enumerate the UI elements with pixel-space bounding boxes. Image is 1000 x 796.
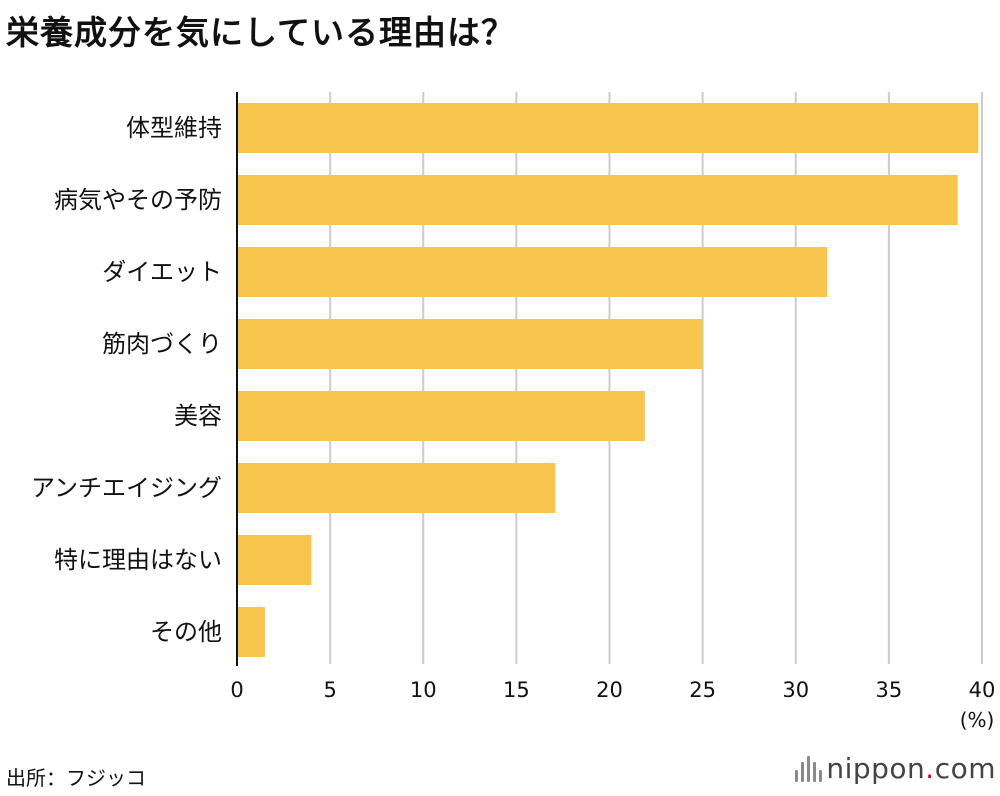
source-note: 出所：フジッコ xyxy=(6,766,146,790)
x-tick-label: 15 xyxy=(503,678,530,702)
bar xyxy=(237,607,265,657)
x-tick-label: 30 xyxy=(782,678,809,702)
category-label: 病気やその予防 xyxy=(54,186,222,214)
x-tick-label: 20 xyxy=(596,678,623,702)
bars xyxy=(237,103,979,657)
bar xyxy=(237,103,979,153)
category-labels: 体型維持病気やその予防ダイエット筋肉づくり美容アンチエイジング特に理由はないその… xyxy=(31,114,222,646)
x-axis-unit-label: (%) xyxy=(960,708,995,732)
category-label: アンチエイジング xyxy=(31,474,222,502)
logo-mark-icon xyxy=(795,755,823,782)
logo-prefix: nippon xyxy=(826,752,926,785)
category-label: 特に理由はない xyxy=(54,546,222,574)
category-label: 体型維持 xyxy=(126,114,222,142)
tick-labels: 0 5 10 15 20 25 30 35 40 xyxy=(230,678,995,702)
chart-title: 栄養成分を気にしている理由は？ xyxy=(6,13,516,52)
x-tick-label: 40 xyxy=(969,678,996,702)
bar xyxy=(237,391,645,441)
x-tick-label: 35 xyxy=(876,678,903,702)
bar xyxy=(237,247,828,297)
logo-suffix: com xyxy=(934,752,996,785)
nippon-logo: nippon.com xyxy=(795,752,996,785)
x-tick-label: 10 xyxy=(410,678,437,702)
category-label: ダイエット xyxy=(102,258,222,286)
x-tick-label: 5 xyxy=(323,678,336,702)
category-label: 美容 xyxy=(174,402,222,430)
bar xyxy=(237,463,556,513)
bar xyxy=(237,535,312,585)
logo-dot: . xyxy=(925,752,935,785)
x-tick-label: 0 xyxy=(230,678,243,702)
bar xyxy=(237,175,958,225)
category-label: その他 xyxy=(150,618,222,646)
bar xyxy=(237,319,703,369)
x-tick-label: 25 xyxy=(689,678,716,702)
category-label: 筋肉づくり xyxy=(102,330,222,358)
logo-text: nippon.com xyxy=(826,752,996,785)
